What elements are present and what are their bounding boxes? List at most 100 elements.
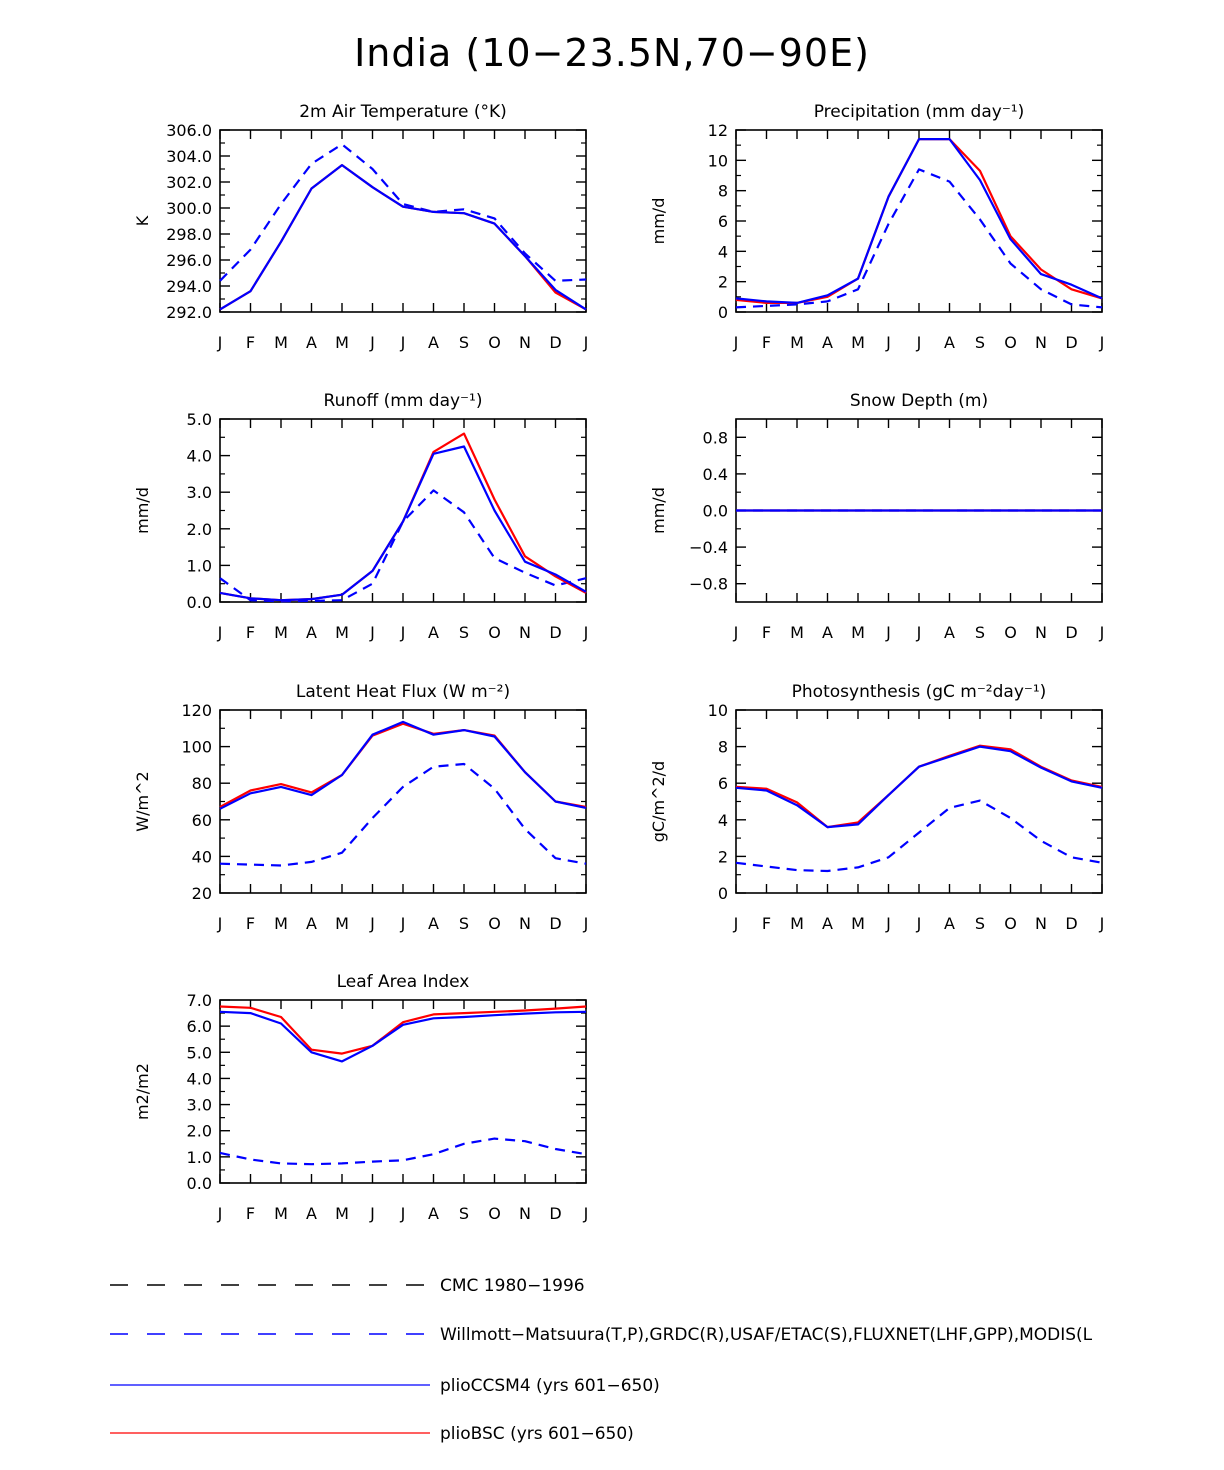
y-tick-label: 292.0 — [166, 303, 212, 322]
y-tick-label: 2.0 — [187, 520, 212, 539]
x-tick-label: S — [975, 333, 985, 352]
x-tick-label: N — [1035, 333, 1047, 352]
y-tick-label: 0 — [718, 303, 728, 322]
x-tick-label: S — [459, 1204, 469, 1223]
panel-1: 2m Air Temperature (°K)J F M A M J J A S O N D J292.… — [133, 102, 588, 352]
legend-label-1: CMC 1980−1996 — [440, 1276, 585, 1296]
panel-5: Latent Heat Flux (W m⁻²)J F M A M J J A S O N D J204… — [133, 682, 588, 933]
x-tick-label: M — [274, 914, 288, 933]
series-line-pliobsc — [219, 722, 587, 809]
legend-label-4: plioBSC (yrs 601−650) — [440, 1424, 634, 1444]
series-line-obs — [219, 762, 587, 867]
x-tick-label: M — [851, 914, 865, 933]
x-tick-label: D — [549, 333, 561, 352]
x-tick-label: J — [1099, 333, 1105, 352]
y-tick-label: 296.0 — [166, 251, 212, 270]
legend: CMC 1980−1996 Willmott−Matsuura(T,P),GRDC… — [110, 1276, 1093, 1444]
x-tick-label: J — [885, 333, 891, 352]
x-tick-label: A — [428, 623, 439, 642]
x-tick-label: J — [916, 914, 922, 933]
x-tick-label: J — [733, 623, 739, 642]
x-tick-label: O — [488, 333, 501, 352]
y-axis-label: mm/d — [649, 198, 668, 245]
x-tick-label: A — [822, 914, 833, 933]
x-tick-label: F — [762, 914, 771, 933]
x-tick-label: S — [459, 623, 469, 642]
y-tick-label: 0.8 — [703, 428, 728, 447]
x-tick-label: S — [459, 914, 469, 933]
y-tick-label: 0.4 — [703, 465, 728, 484]
x-tick-label: D — [1065, 623, 1077, 642]
x-tick-label: A — [822, 333, 833, 352]
x-tick-label: A — [306, 623, 317, 642]
y-tick-label: 4 — [718, 811, 728, 830]
y-axis-label: W/m^2 — [133, 771, 152, 831]
x-tick-label: J — [885, 914, 891, 933]
x-tick-label: J — [733, 333, 739, 352]
x-tick-label: A — [428, 1204, 439, 1223]
y-tick-label: 2.0 — [187, 1122, 212, 1141]
y-axis-label: gC/m^2/d — [649, 761, 668, 842]
x-tick-label: F — [762, 333, 771, 352]
y-tick-label: 3.0 — [187, 1096, 212, 1115]
y-tick-label: 5.0 — [187, 1043, 212, 1062]
x-tick-label: M — [274, 1204, 288, 1223]
series-line-pliocccsm4 — [219, 1010, 587, 1063]
x-tick-label: J — [400, 623, 406, 642]
y-tick-label: 4.0 — [187, 1069, 212, 1088]
x-tick-label: J — [400, 914, 406, 933]
x-tick-label: J — [217, 623, 223, 642]
y-tick-label: 0.0 — [187, 1174, 212, 1193]
x-tick-label: J — [733, 914, 739, 933]
x-tick-label: J — [400, 1204, 406, 1223]
y-tick-label: 60 — [192, 811, 212, 830]
x-tick-label: M — [335, 333, 349, 352]
figure-title: India (10−23.5N,70−90E) — [354, 31, 870, 75]
x-tick-label: A — [428, 333, 439, 352]
series-line-pliobsc — [219, 1005, 587, 1055]
plot-frame — [219, 129, 587, 313]
series-line-obs — [735, 799, 1103, 873]
y-tick-label: 120 — [181, 701, 212, 720]
panel-title: Precipitation (mm day⁻¹) — [814, 102, 1025, 122]
x-tick-label: S — [975, 623, 985, 642]
x-tick-label: J — [916, 623, 922, 642]
panels-group: 2m Air Temperature (°K)J F M A M J J A S O N D J292.… — [133, 102, 1104, 1223]
y-tick-label: 298.0 — [166, 225, 212, 244]
x-tick-label: J — [217, 914, 223, 933]
x-tick-label: J — [885, 623, 891, 642]
y-tick-label: 0 — [718, 884, 728, 903]
series-line-pliocccsm4 — [735, 745, 1103, 829]
series-line-pliobsc — [219, 164, 587, 311]
panel-title: 2m Air Temperature (°K) — [299, 102, 507, 122]
legend-label-2: Willmott−Matsuura(T,P),GRDC(R),USAF/ETAC… — [440, 1325, 1093, 1345]
x-tick-label: A — [944, 914, 955, 933]
y-tick-label: 80 — [192, 774, 212, 793]
panel-title: Runoff (mm day⁻¹) — [324, 391, 483, 411]
x-tick-label: J — [1099, 914, 1105, 933]
plot-frame — [219, 999, 587, 1184]
x-tick-label: M — [274, 333, 288, 352]
x-tick-label: A — [306, 914, 317, 933]
series-line-pliocccsm4 — [219, 720, 587, 810]
legend-label-3: plioCCSM4 (yrs 601−650) — [440, 1376, 660, 1396]
x-tick-label: A — [306, 1204, 317, 1223]
x-tick-label: J — [369, 333, 375, 352]
x-tick-label: D — [549, 1204, 561, 1223]
x-tick-label: J — [583, 333, 589, 352]
x-tick-label: M — [851, 623, 865, 642]
x-tick-label: O — [488, 623, 501, 642]
y-tick-label: 306.0 — [166, 121, 212, 140]
y-tick-label: 4.0 — [187, 447, 212, 466]
panel-title: Snow Depth (m) — [850, 391, 988, 411]
x-tick-label: F — [762, 623, 771, 642]
y-tick-label: 294.0 — [166, 277, 212, 296]
x-tick-label: O — [1004, 914, 1017, 933]
x-tick-label: J — [583, 914, 589, 933]
y-tick-label: 300.0 — [166, 199, 212, 218]
x-tick-label: A — [306, 333, 317, 352]
y-tick-label: 2 — [718, 847, 728, 866]
series-line-pliocccsm4 — [735, 138, 1103, 304]
y-tick-label: 2 — [718, 273, 728, 292]
x-tick-label: O — [1004, 333, 1017, 352]
